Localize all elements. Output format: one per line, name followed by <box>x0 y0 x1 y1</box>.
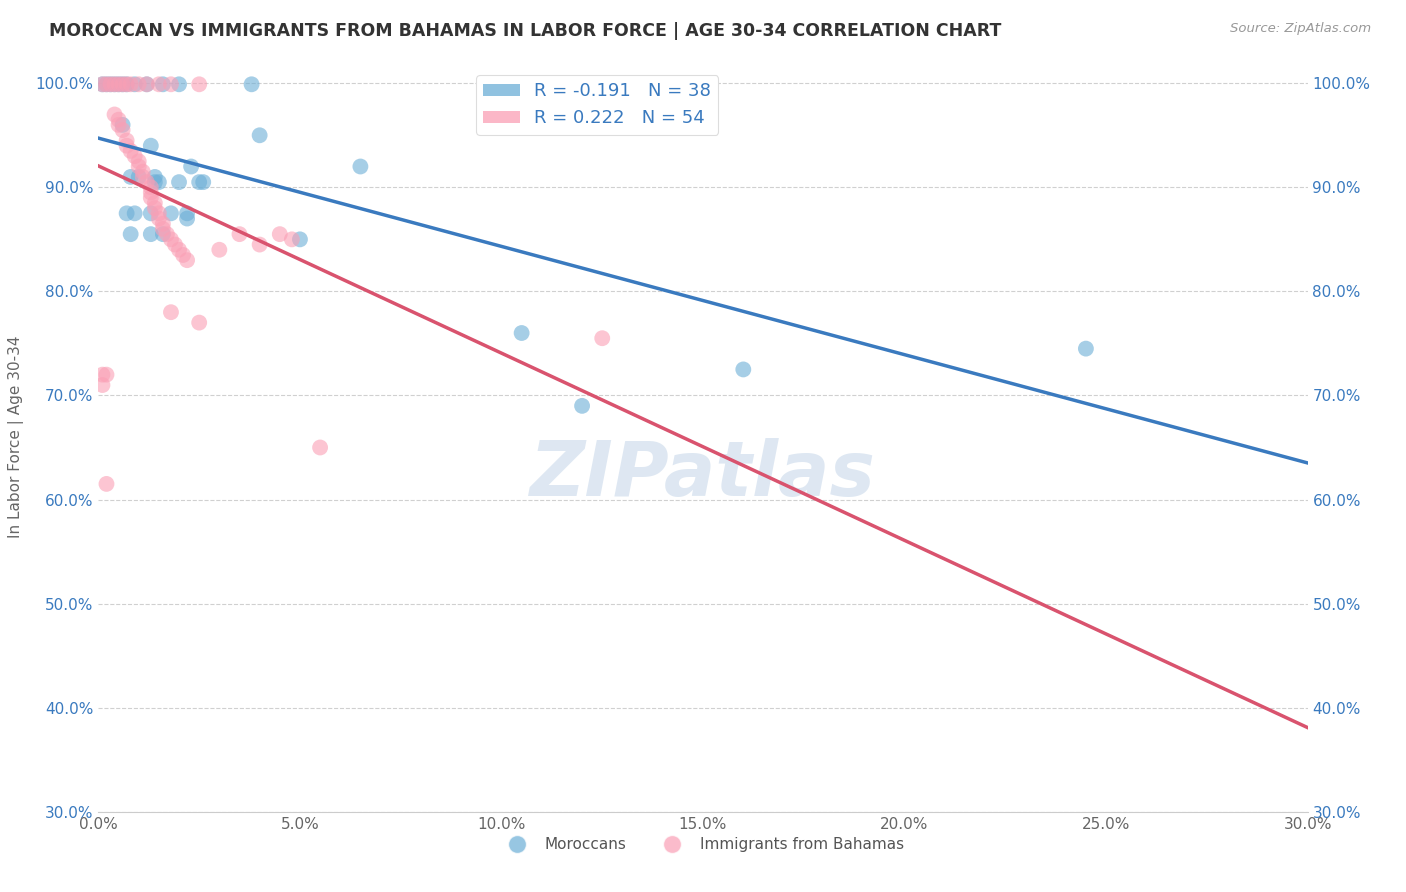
Point <box>115 78 138 92</box>
Point <box>128 169 150 184</box>
Point <box>120 227 142 241</box>
Point <box>551 78 574 92</box>
Point <box>96 78 118 92</box>
Point <box>249 128 271 143</box>
Point <box>309 441 332 455</box>
Point <box>107 78 129 92</box>
Point <box>281 232 304 246</box>
Point <box>180 160 202 174</box>
Point <box>143 175 166 189</box>
Point <box>107 112 129 127</box>
Point <box>176 206 198 220</box>
Point <box>103 78 125 92</box>
Point <box>139 191 162 205</box>
Point <box>228 227 250 241</box>
Point <box>96 78 118 92</box>
Point <box>148 78 170 92</box>
Point <box>152 78 174 92</box>
Point <box>139 227 162 241</box>
Point <box>100 78 122 92</box>
Y-axis label: In Labor Force | Age 30-34: In Labor Force | Age 30-34 <box>8 335 24 539</box>
Point <box>143 195 166 210</box>
Point <box>176 253 198 268</box>
Point <box>128 154 150 169</box>
Point <box>1074 342 1097 356</box>
Point <box>115 138 138 153</box>
Point <box>135 78 157 92</box>
Point <box>188 78 211 92</box>
Point <box>96 476 118 491</box>
Point <box>139 138 162 153</box>
Point <box>163 237 186 252</box>
Point <box>135 78 157 92</box>
Point <box>143 169 166 184</box>
Point <box>100 78 122 92</box>
Point <box>91 78 114 92</box>
Point <box>120 78 142 92</box>
Point <box>107 118 129 132</box>
Point <box>152 222 174 236</box>
Point <box>152 217 174 231</box>
Point <box>132 164 155 178</box>
Point <box>240 78 263 92</box>
Point <box>172 248 194 262</box>
Point <box>103 107 125 121</box>
Point <box>167 78 190 92</box>
Point <box>124 149 146 163</box>
Point <box>115 133 138 147</box>
Point <box>188 175 211 189</box>
Point <box>148 206 170 220</box>
Point <box>176 211 198 226</box>
Point <box>111 118 134 132</box>
Point <box>188 316 211 330</box>
Point <box>160 78 183 92</box>
Point <box>249 237 271 252</box>
Point <box>139 206 162 220</box>
Point <box>139 180 162 194</box>
Point <box>288 232 311 246</box>
Point <box>103 78 125 92</box>
Point <box>96 368 118 382</box>
Point <box>160 305 183 319</box>
Point <box>193 175 215 189</box>
Point <box>111 123 134 137</box>
Point <box>124 206 146 220</box>
Text: Source: ZipAtlas.com: Source: ZipAtlas.com <box>1230 22 1371 36</box>
Point <box>733 362 755 376</box>
Point <box>152 227 174 241</box>
Point <box>148 211 170 226</box>
Point <box>132 169 155 184</box>
Point <box>160 206 183 220</box>
Point <box>571 399 593 413</box>
Text: ZIPatlas: ZIPatlas <box>530 438 876 511</box>
Point <box>160 232 183 246</box>
Point <box>107 78 129 92</box>
Point <box>208 243 231 257</box>
Point <box>349 160 371 174</box>
Point <box>120 144 142 158</box>
Point <box>135 175 157 189</box>
Point <box>115 78 138 92</box>
Point <box>128 160 150 174</box>
Legend: Moroccans, Immigrants from Bahamas: Moroccans, Immigrants from Bahamas <box>496 830 910 858</box>
Point <box>115 206 138 220</box>
Point <box>91 78 114 92</box>
Point <box>156 227 179 241</box>
Point <box>111 78 134 92</box>
Point <box>269 227 291 241</box>
Text: MOROCCAN VS IMMIGRANTS FROM BAHAMAS IN LABOR FORCE | AGE 30-34 CORRELATION CHART: MOROCCAN VS IMMIGRANTS FROM BAHAMAS IN L… <box>49 22 1001 40</box>
Point <box>167 243 190 257</box>
Point <box>124 78 146 92</box>
Point <box>91 378 114 392</box>
Point <box>111 78 134 92</box>
Point <box>128 78 150 92</box>
Point <box>591 331 613 345</box>
Point <box>139 186 162 200</box>
Point <box>143 201 166 215</box>
Point <box>120 169 142 184</box>
Point <box>167 175 190 189</box>
Point <box>148 175 170 189</box>
Point <box>91 368 114 382</box>
Point <box>510 326 533 340</box>
